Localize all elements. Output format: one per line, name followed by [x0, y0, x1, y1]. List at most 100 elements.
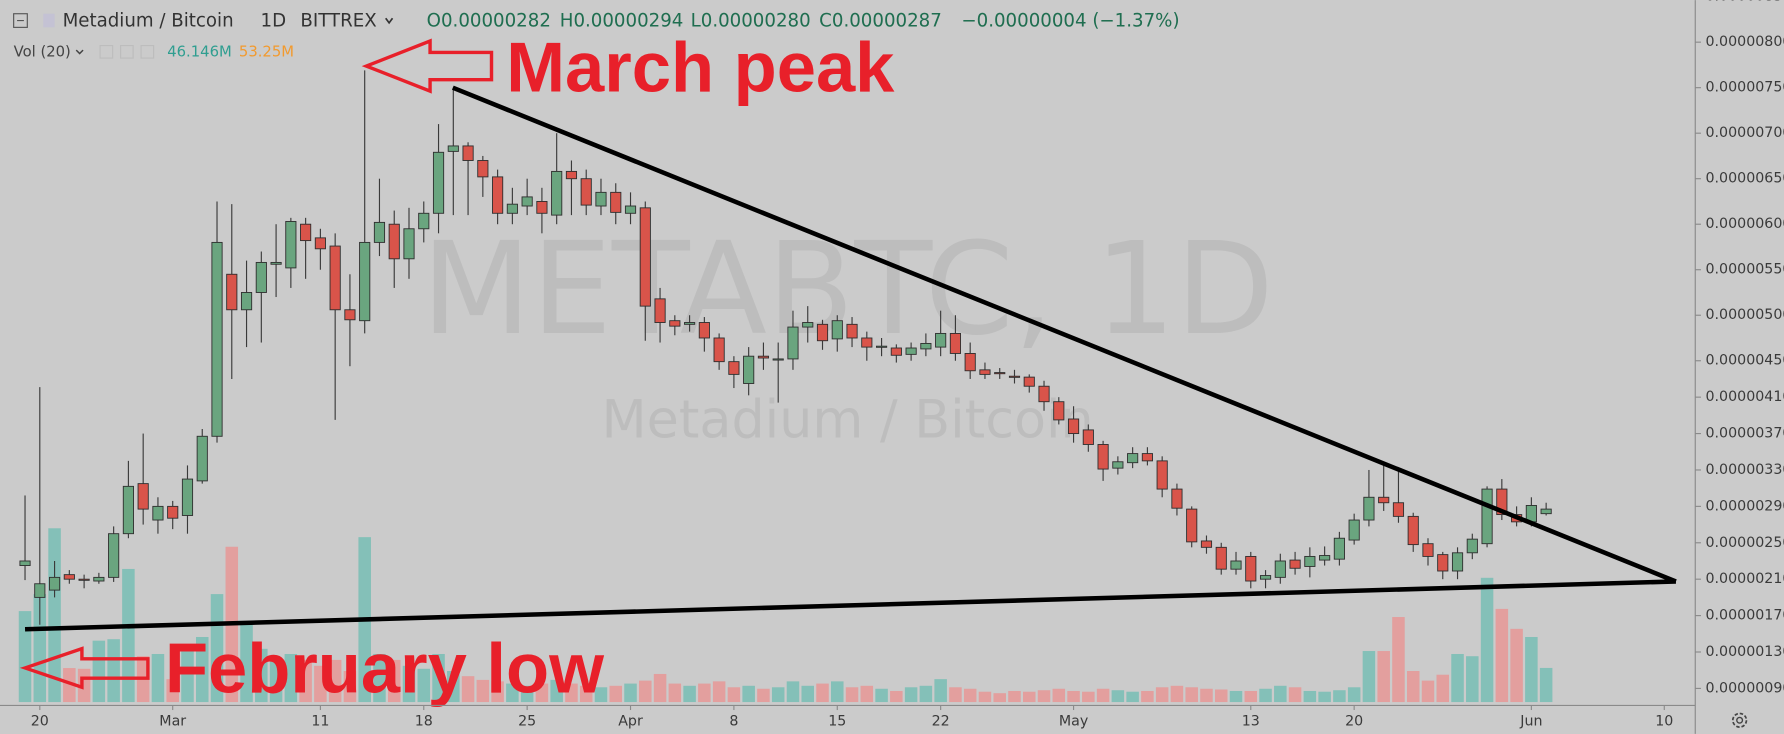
- candle-body: [1053, 401, 1065, 421]
- volume-bar: [432, 653, 445, 703]
- volume-bar: [535, 683, 549, 703]
- volume-bar: [712, 681, 726, 703]
- y-tick-label: 0.00000750: [1705, 80, 1784, 96]
- candle-body: [462, 145, 474, 161]
- candle-body: [920, 342, 932, 350]
- volume-bar: [1451, 653, 1464, 703]
- volume-bar: [624, 683, 637, 703]
- volume-bar: [1141, 690, 1154, 703]
- dropdown-caret[interactable]: [385, 17, 394, 25]
- volume-bar: [181, 648, 194, 703]
- volume-bar: [1126, 691, 1139, 703]
- candle-body: [1082, 429, 1094, 445]
- resistance-trendline: [451, 85, 1677, 584]
- candle-body: [1304, 555, 1316, 567]
- volume-bar: [343, 671, 357, 703]
- x-tick-label: 25: [518, 713, 536, 729]
- candle-body: [1363, 496, 1375, 521]
- candle-body: [1319, 555, 1331, 561]
- collapse-button[interactable]: [13, 13, 28, 28]
- candle-body: [137, 483, 149, 510]
- candle-body: [610, 191, 622, 213]
- volume-bar: [1436, 674, 1450, 703]
- volume-bar: [1052, 688, 1066, 703]
- candle-body: [122, 485, 134, 535]
- candle-body: [964, 353, 976, 372]
- candle-body: [477, 160, 489, 178]
- candle-body: [1230, 560, 1242, 570]
- exchange: BITTREX: [300, 11, 376, 32]
- interval[interactable]: 1D: [261, 11, 287, 32]
- volume-value: 46.146M: [167, 43, 231, 60]
- candle-body: [1481, 488, 1493, 545]
- y-tick-label: 0.00000410: [1705, 389, 1784, 405]
- icon[interactable]: [99, 45, 114, 59]
- x-tick-label: 18: [415, 713, 433, 729]
- candle-body: [1038, 385, 1050, 403]
- candle-body: [595, 191, 607, 207]
- candle-body: [34, 583, 46, 598]
- candle-body: [1392, 502, 1405, 517]
- volume-bar: [831, 681, 844, 703]
- arrow: [19, 646, 150, 690]
- y-tick-label: 0.00000130: [1705, 644, 1784, 660]
- volume-bar: [255, 648, 268, 703]
- volume-bar: [461, 676, 475, 703]
- volume-bar: [919, 685, 933, 703]
- candle-body: [905, 347, 917, 355]
- volume-bar: [1214, 689, 1228, 703]
- volume-bar: [757, 688, 770, 703]
- y-tick-label: 0.00000650: [1705, 171, 1784, 187]
- y-tick-label: 0.00000600: [1705, 216, 1784, 232]
- volume-bar: [1318, 691, 1331, 703]
- candle-body: [551, 170, 563, 216]
- icon[interactable]: [120, 45, 134, 59]
- candle-body: [1407, 515, 1419, 546]
- y-tick-label: 0.00000290: [1705, 498, 1784, 514]
- volume-bar: [860, 685, 874, 703]
- x-tick-label: 10: [1655, 713, 1673, 729]
- candle-body: [935, 332, 947, 348]
- candle-body: [19, 560, 31, 566]
- dropdown-caret[interactable]: [75, 49, 84, 55]
- volume-bar: [727, 687, 741, 703]
- watermark-symbol: METABTC, 1D: [421, 216, 1273, 364]
- candle-body: [698, 322, 710, 339]
- candle-body: [152, 505, 164, 521]
- y-tick-label: 0.00000210: [1705, 571, 1784, 587]
- volume-bar: [1008, 690, 1021, 703]
- candle-body: [624, 205, 637, 214]
- candle-body: [1023, 376, 1035, 387]
- candle-body: [93, 576, 105, 582]
- legend-low: L0.00000280: [691, 11, 811, 32]
- candle-body: [713, 337, 725, 363]
- candle-body: [1259, 575, 1272, 580]
- candle-body: [270, 261, 282, 265]
- candle-body: [1348, 519, 1360, 541]
- candle-body: [565, 170, 578, 180]
- candle-body: [1274, 560, 1286, 578]
- watermark-name: Metadium / Bitcoin: [602, 389, 1094, 450]
- y-tick-label: 0.00000500: [1705, 307, 1784, 323]
- candle-body: [418, 212, 430, 230]
- volume-bar: [92, 640, 106, 703]
- volume-bar: [1362, 651, 1376, 703]
- volume-bar: [963, 688, 977, 703]
- candle-body: [1245, 555, 1257, 582]
- volume-title[interactable]: Vol (20): [14, 43, 71, 60]
- candle-body: [846, 323, 858, 339]
- volume-bar: [698, 683, 711, 703]
- volume-bar: [668, 683, 682, 703]
- settings-button[interactable]: [1731, 712, 1748, 728]
- candle-body: [403, 228, 415, 260]
- x-tick-label: Apr: [618, 713, 643, 729]
- icon[interactable]: [140, 45, 155, 59]
- candle-body: [1422, 543, 1434, 557]
- volume-bar: [565, 683, 578, 703]
- legend-close: C0.00000287: [819, 11, 942, 32]
- volume-bar: [742, 685, 755, 703]
- volume-bar: [63, 668, 76, 703]
- volume-bar: [550, 679, 563, 703]
- candle-body: [876, 345, 888, 348]
